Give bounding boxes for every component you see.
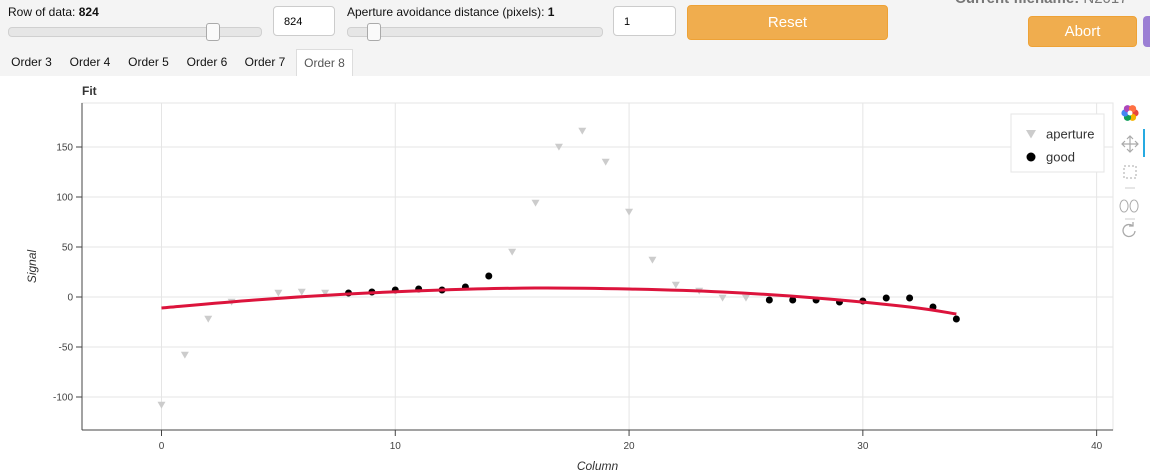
toolbar-logo-petal xyxy=(1128,105,1137,113)
aperture-point xyxy=(554,143,563,151)
legend-box xyxy=(1010,113,1105,173)
aperture-point xyxy=(157,401,166,409)
legend-marker xyxy=(1026,152,1036,162)
y-axis-label: Signal xyxy=(25,249,39,283)
tab[interactable]: Order 6 xyxy=(186,55,228,69)
aperture-label-group: Aperture avoidance distance (pixels): 1 xyxy=(347,5,554,19)
row-slider[interactable] xyxy=(8,27,262,37)
aperture-point xyxy=(321,289,330,297)
toolbar-logo-center xyxy=(1127,110,1133,116)
aperture-point xyxy=(671,281,680,289)
pan-tool[interactable] xyxy=(1121,135,1139,153)
reset-button[interactable]: Reset xyxy=(687,5,888,40)
x-tick-label: 40 xyxy=(1091,441,1103,452)
tab[interactable]: Order 7 xyxy=(244,55,286,69)
tab[interactable]: Order 8 xyxy=(296,49,353,76)
y-tick-label: -100 xyxy=(53,393,73,404)
row-label-group: Row of data: 824 xyxy=(8,5,99,19)
reset-tool[interactable] xyxy=(1122,222,1136,238)
filename-value: N2017 xyxy=(1083,0,1127,7)
legend-marker xyxy=(1026,130,1036,139)
plot-frame xyxy=(81,102,1114,431)
chart-title: Fit xyxy=(82,84,97,98)
zoom-tool[interactable] xyxy=(1123,165,1137,179)
aperture-point xyxy=(531,199,540,207)
wheel-zoom-tool[interactable] xyxy=(1119,199,1139,213)
legend-label: aperture xyxy=(1046,127,1094,142)
aperture-point xyxy=(180,351,189,359)
aperture-point xyxy=(625,208,634,216)
legend-label: good xyxy=(1046,150,1075,165)
extra-button[interactable] xyxy=(1143,16,1150,47)
aperture-point xyxy=(601,158,610,166)
x-tick-label: 0 xyxy=(159,441,165,452)
good-point xyxy=(485,272,493,280)
good-point xyxy=(789,296,797,304)
aperture-point xyxy=(508,248,517,256)
row-slider-handle[interactable] xyxy=(206,23,220,41)
x-tick-label: 30 xyxy=(857,441,869,452)
aperture-point xyxy=(578,127,587,135)
toolbar-logo-petal xyxy=(1128,113,1137,121)
row-input[interactable]: 824 xyxy=(273,6,335,36)
tab[interactable]: Order 3 xyxy=(11,55,52,69)
tab[interactable]: Order 5 xyxy=(128,55,169,69)
fit-line xyxy=(161,286,957,316)
row-label: Row of data: xyxy=(8,5,76,19)
x-axis-label: Column xyxy=(577,459,619,473)
aperture-point xyxy=(648,256,657,264)
chart: 0 10 20 30 40 -100 -50 0 50 100 150 Fit Column Signal… xyxy=(25,84,1145,473)
aperture-slider-handle[interactable] xyxy=(367,23,381,41)
aperture-label: Aperture avoidance distance (pixels): xyxy=(347,5,545,19)
aperture-value: 1 xyxy=(547,5,555,19)
tab[interactable]: Order 4 xyxy=(69,55,111,69)
x-tick-label: 10 xyxy=(390,441,402,452)
aperture-slider[interactable] xyxy=(347,27,603,37)
y-tick-label: 150 xyxy=(56,143,73,154)
abort-button[interactable]: Abort xyxy=(1028,16,1137,47)
good-point xyxy=(765,296,773,304)
filename-label: Current filename: xyxy=(955,0,1079,7)
y-tick-label: 100 xyxy=(56,193,73,204)
good-point xyxy=(906,294,914,302)
toolbar-logo-petal xyxy=(1123,105,1132,113)
aperture-point xyxy=(297,288,306,296)
y-tick-label: 50 xyxy=(62,243,74,254)
aperture-input[interactable]: 1 xyxy=(613,6,676,36)
y-tick-label: 0 xyxy=(67,293,73,304)
y-tick-label: -50 xyxy=(59,343,74,354)
toolbar xyxy=(1119,105,1145,238)
x-tick-label: 20 xyxy=(623,441,635,452)
aperture-point xyxy=(741,294,750,302)
filename: Current filename: N2017 xyxy=(955,0,1150,7)
aperture-point xyxy=(718,294,727,302)
row-value: 824 xyxy=(78,5,99,19)
good-point xyxy=(952,315,960,323)
aperture-point xyxy=(274,289,283,297)
good-point xyxy=(882,294,890,302)
control-bar xyxy=(0,0,1150,76)
aperture-point xyxy=(204,315,213,323)
